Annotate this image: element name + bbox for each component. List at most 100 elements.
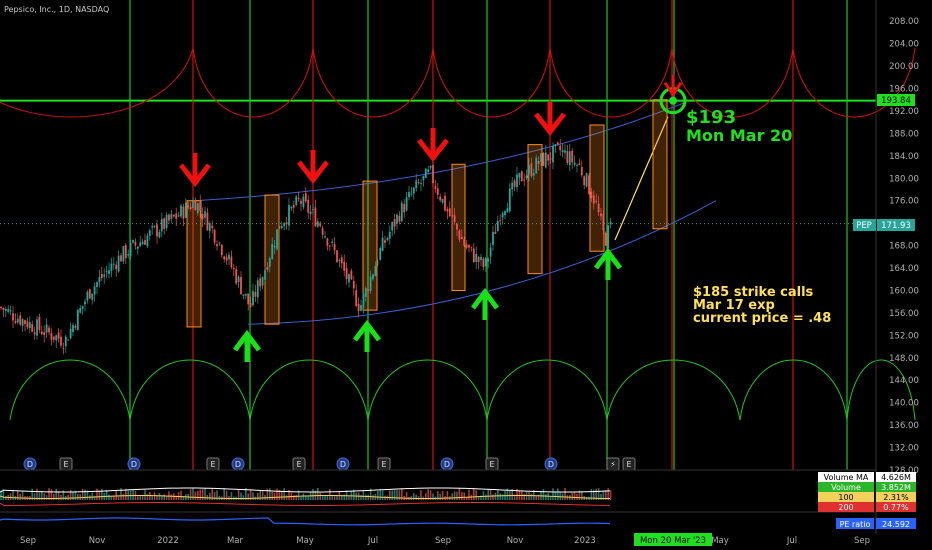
ma200-label: 200 (838, 503, 853, 512)
volume-bar (247, 493, 249, 500)
candle (576, 163, 578, 173)
candle (127, 249, 130, 259)
green-cycle-arc-7 (846, 359, 916, 421)
candle-body (271, 244, 274, 260)
candle-body (168, 214, 170, 221)
y-tick-label: 168.00 (889, 242, 919, 252)
candle-body (218, 242, 221, 244)
candle-body (410, 193, 413, 195)
volume-bar (537, 494, 540, 500)
volume-bar (353, 489, 355, 500)
candle (530, 157, 533, 178)
volume-bar (271, 491, 273, 500)
candle-body (568, 151, 571, 166)
volume-bar (55, 488, 57, 500)
candle-body (79, 308, 82, 313)
candle-body (432, 165, 434, 184)
candle-body (420, 182, 422, 184)
y-axis: 128.00 132.00 136.00 140.00 144.00 148.00 152.… (875, 0, 919, 534)
candle-body (216, 244, 218, 247)
candle (60, 329, 62, 348)
candle-body (242, 294, 245, 296)
volume-bar (533, 489, 535, 500)
candle-body (398, 215, 401, 222)
volume-bar (5, 495, 7, 500)
candle (218, 241, 221, 247)
event-marker: E (377, 457, 391, 471)
candle (463, 236, 466, 247)
turn-arrows (179, 102, 622, 362)
candle (189, 202, 192, 211)
candle-body (314, 207, 317, 227)
volume-bar (343, 494, 345, 500)
candle-body (76, 309, 79, 331)
volume-bar (377, 491, 379, 500)
volume-bar (317, 488, 319, 500)
candle-body (256, 280, 259, 298)
candle (256, 277, 259, 304)
candle-body (441, 198, 444, 203)
candle-body (427, 169, 430, 173)
candle-body (487, 258, 490, 262)
candle-body (561, 150, 564, 152)
candle-body (285, 222, 288, 225)
candle (391, 221, 394, 237)
green-cycle-arc-4 (486, 359, 608, 421)
candle (26, 317, 29, 330)
candle (192, 197, 194, 209)
candle-body (31, 324, 34, 332)
candle (220, 243, 223, 258)
candle-body (511, 182, 514, 190)
volume-bar (326, 495, 329, 500)
volume-bar (446, 490, 449, 500)
candle (499, 214, 502, 226)
candle (573, 155, 576, 167)
candle-body (566, 151, 569, 164)
volume-bar (209, 492, 211, 500)
volume-bar (482, 491, 485, 500)
candle (309, 205, 312, 220)
candle-body (45, 324, 48, 333)
candle (139, 235, 142, 248)
volume-bar (137, 496, 139, 500)
event-marker-label: D (340, 460, 346, 469)
candle (544, 145, 547, 169)
volume-bar (413, 493, 415, 500)
up-arrow-2 (471, 287, 499, 310)
candle (420, 179, 422, 192)
event-marker: E (206, 457, 220, 471)
candle-body (381, 237, 384, 251)
candle-body (578, 163, 581, 165)
green-cycle-arc-3 (367, 359, 488, 421)
candle (194, 197, 197, 211)
volume-bar (276, 488, 278, 500)
red-cycle-arc-5 (671, 47, 794, 118)
candle (110, 257, 113, 278)
candle-body (230, 256, 233, 268)
candle-body (141, 241, 144, 245)
event-marker-label: E (210, 460, 215, 469)
candle-body (88, 289, 91, 299)
candle-body (144, 240, 146, 245)
candle-body (60, 336, 62, 346)
candle (362, 292, 365, 314)
candle (585, 172, 588, 188)
volume-bar (113, 495, 115, 500)
candle (487, 256, 490, 269)
candle (588, 173, 590, 195)
candle-body (43, 332, 46, 336)
candle-body (199, 202, 202, 211)
candle-body (547, 154, 550, 161)
candle-body (213, 229, 216, 243)
candle-body (201, 214, 204, 220)
candle (76, 308, 79, 331)
volume-bar (501, 494, 504, 500)
candle (547, 154, 550, 166)
volume-bar (465, 496, 468, 500)
candle-body (182, 206, 185, 219)
candle-body (576, 164, 578, 166)
candle-body (592, 195, 595, 204)
ma100-label: 100 (838, 493, 853, 502)
event-marker-label: E (626, 460, 631, 469)
